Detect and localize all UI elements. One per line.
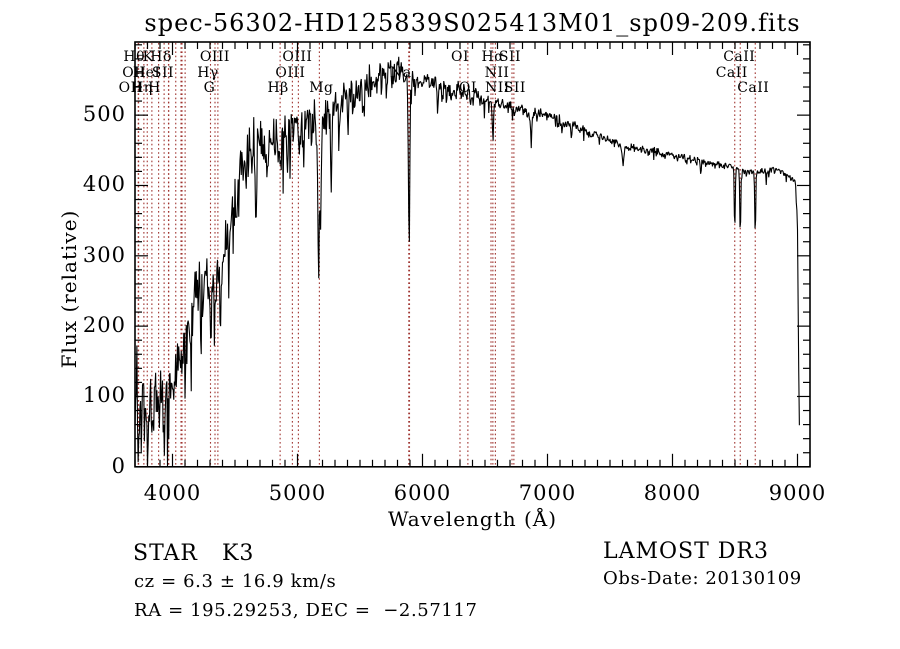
x-tick-label: 8000 — [643, 481, 702, 505]
x-tick-label: 6000 — [393, 481, 452, 505]
x-tick-label: 7000 — [518, 481, 577, 505]
x-tick-label: 5000 — [268, 481, 327, 505]
spectral-line-label: OI — [450, 49, 470, 65]
spectral-line-label: Hβ — [267, 80, 289, 96]
spectral-line-label: Hγ — [197, 65, 219, 81]
spectral-line-label: NII — [484, 65, 510, 81]
spectrum-line — [134, 56, 800, 467]
y-tick-label: 0 — [111, 453, 126, 478]
y-tick-label: 200 — [82, 313, 126, 338]
spectral-line-label: Hδ — [150, 49, 172, 65]
spectral-line-label: CaII — [715, 65, 748, 81]
y-tick-label: 400 — [82, 172, 126, 197]
x-tick-label: 4000 — [143, 481, 202, 505]
spectral-line-label: Hθ — [123, 49, 146, 65]
spectral-line-label: Hη — [131, 80, 153, 96]
spectral-line-label: HeI — [132, 65, 161, 81]
object-class-label: STAR K3 — [133, 541, 255, 566]
spectral-line-label: SII — [503, 80, 526, 96]
spectral-line-label: OIII — [199, 49, 230, 65]
plot-title: spec-56302-HD125839S025413M01_sp09-209.f… — [144, 9, 801, 37]
y-axis-title: Flux (relative) — [57, 209, 81, 369]
spectral-line-label: K — [142, 49, 154, 65]
spectral-line-label: CaII — [723, 49, 756, 65]
spectral-line-label: OIII — [275, 65, 306, 81]
y-tick-label: 500 — [82, 102, 126, 127]
spectral-line-label: H — [148, 80, 161, 96]
spectral-line-label: SII — [498, 49, 522, 65]
y-tick-label: 300 — [82, 242, 126, 267]
spectral-line-label: CaII — [737, 80, 770, 96]
spectral-line-label: NII — [484, 80, 510, 96]
obs-date-label: Obs-Date: 20130109 — [603, 568, 802, 589]
spectral-line-label: OII — [122, 65, 147, 81]
spectral-line-label: OII — [118, 80, 143, 96]
spectral-line-label: G — [203, 80, 216, 96]
x-axis-title: Wavelength (Å) — [387, 507, 558, 531]
cz-velocity-label: cz = 6.3 ± 16.9 km/s — [134, 571, 337, 592]
spectral-line-label: Mg — [309, 80, 334, 96]
survey-release-label: LAMOST DR3 — [603, 539, 769, 564]
y-tick-label: 100 — [82, 383, 126, 408]
spectral-line-label: OIII — [282, 49, 313, 65]
x-tick-label: 9000 — [768, 481, 827, 505]
spectral-line-label: Hα — [481, 49, 505, 65]
ra-dec-label: RA = 195.29253, DEC = −2.57117 — [134, 600, 478, 621]
spectral-line-label: SII — [151, 65, 175, 81]
